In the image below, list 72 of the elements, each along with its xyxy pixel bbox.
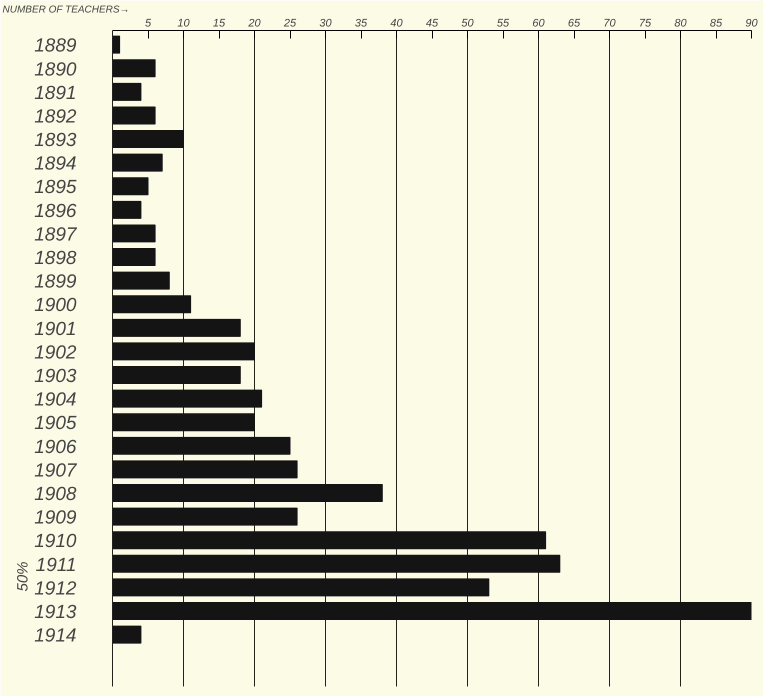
bar <box>112 484 383 502</box>
x-tick-label: 90 <box>745 18 758 30</box>
x-tick-label: 15 <box>212 18 226 30</box>
text: 50% <box>14 561 32 592</box>
y-tick-label: 1914 <box>34 626 77 647</box>
y-tick-label: 1893 <box>34 130 77 152</box>
bar <box>112 106 156 124</box>
y-tick-label: 1896 <box>34 200 77 222</box>
x-tick-label: 40 <box>390 18 404 30</box>
y-tick-label: 1906 <box>34 436 77 458</box>
x-tick-label: 45 <box>426 18 439 30</box>
y-tick-label: 1901 <box>34 318 77 340</box>
y-tick-label: 1897 <box>34 224 78 246</box>
bar <box>112 390 262 408</box>
bar <box>112 59 156 78</box>
bar <box>112 154 163 172</box>
y-tick-label: 1904 <box>34 390 77 411</box>
x-tick-label: 80 <box>674 18 688 30</box>
bar <box>112 200 142 219</box>
x-tick-label: 10 <box>177 18 190 30</box>
x-tick-label: 20 <box>247 18 262 30</box>
x-tick-label: 25 <box>282 18 297 30</box>
x-tick-label: 65 <box>568 18 581 30</box>
bar <box>112 224 156 242</box>
y-tick-label: 1892 <box>34 106 77 128</box>
x-tick-label: 50 <box>461 18 474 30</box>
x-tick-label: 85 <box>710 18 723 30</box>
y-tick-label: 1911 <box>36 554 76 576</box>
bar <box>112 248 156 266</box>
bar <box>112 130 184 148</box>
y-tick-label: 1895 <box>34 177 77 198</box>
bar <box>112 177 148 196</box>
x-tick-label: 30 <box>319 18 332 30</box>
bar <box>112 508 298 526</box>
y-tick-label: 1899 <box>34 272 77 293</box>
bar <box>112 413 255 432</box>
bar <box>112 36 120 54</box>
bar <box>112 626 142 644</box>
bar <box>112 602 752 620</box>
bar <box>112 554 560 573</box>
bar <box>112 342 255 360</box>
y-tick-label: 1890 <box>34 59 77 80</box>
y-tick-label: 1894 <box>34 154 77 175</box>
bar <box>112 578 490 596</box>
y-tick-label: 1889 <box>34 36 77 57</box>
bar <box>112 460 298 478</box>
y-tick-label: 1891 <box>34 82 77 104</box>
x-tick-label: 35 <box>354 18 368 30</box>
bar <box>112 82 142 101</box>
bar <box>112 436 290 455</box>
y-tick-label: 1913 <box>34 602 77 623</box>
y-tick-label: 1910 <box>34 531 77 552</box>
y-tick-label: 1912 <box>34 578 77 600</box>
y-tick-label: 1898 <box>34 248 77 270</box>
bar <box>112 318 241 337</box>
x-tick-label: 70 <box>603 18 616 30</box>
x-tick-label: 5 <box>144 18 152 30</box>
bar <box>112 272 170 290</box>
y-tick-label: 1908 <box>34 484 77 506</box>
y-tick-label: 1903 <box>34 366 77 388</box>
bar <box>112 366 241 384</box>
x-tick-label: 55 <box>496 18 510 30</box>
x-tick-label: 75 <box>638 18 652 30</box>
y-tick-label: 1902 <box>34 342 77 364</box>
x-axis-title: NUMBER OF TEACHERS→ <box>2 4 130 16</box>
x-tick-label: 60 <box>532 18 546 30</box>
y-tick-label: 1909 <box>34 508 77 529</box>
y-tick-label: 1905 <box>34 413 77 434</box>
bar <box>112 295 192 314</box>
y-tick-label: 1900 <box>34 295 77 316</box>
bar <box>112 531 546 550</box>
y-tick-label: 1907 <box>34 460 78 482</box>
